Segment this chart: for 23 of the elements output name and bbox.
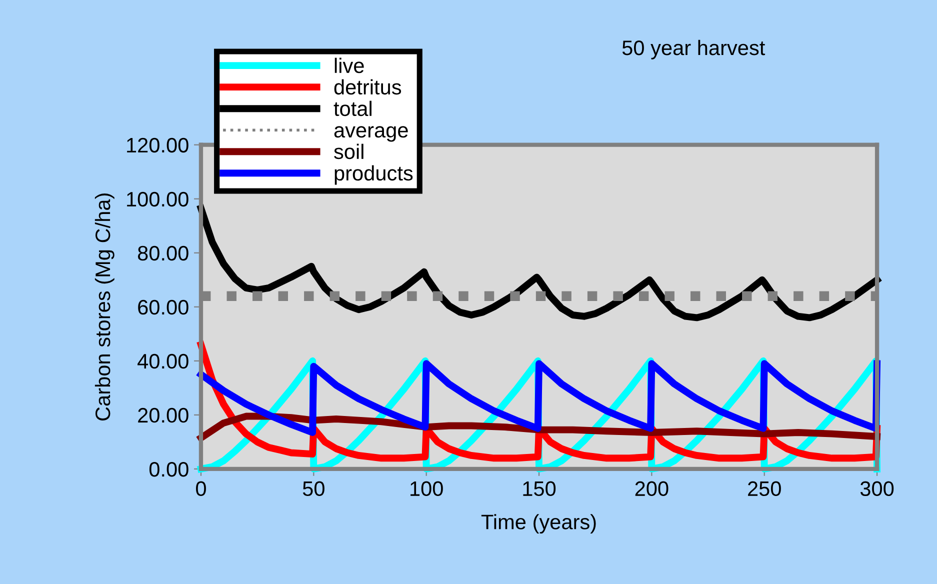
legend-label: average <box>334 126 408 142</box>
x-tick-label: 200 <box>635 481 668 496</box>
legend-label: products <box>334 165 413 185</box>
x-tick-label: 150 <box>523 481 556 496</box>
x-tick-label: 250 <box>748 481 781 496</box>
legend-label: detritus <box>334 79 402 95</box>
y-tick-label: 100.00 <box>127 192 188 207</box>
legend-label: soil <box>334 144 364 160</box>
x-axis-title: Time (years) <box>481 514 596 534</box>
x-tick-label: 300 <box>860 481 894 496</box>
legend-label: total <box>334 100 372 116</box>
legend-label: live <box>334 58 364 74</box>
y-tick-label: 20.00 <box>138 408 188 423</box>
x-tick-label: 100 <box>410 481 443 496</box>
chart-title: 50 year harvest <box>622 40 766 60</box>
y-axis-title: Carbon stores (Mg C/ha) <box>94 194 114 420</box>
y-tick-label: 120.00 <box>127 138 188 153</box>
y-tick-label: 60.00 <box>138 300 188 315</box>
y-tick-label: 40.00 <box>138 354 188 369</box>
y-tick-label: 80.00 <box>138 246 188 261</box>
y-tick-label: 0.00 <box>149 462 188 477</box>
x-tick-label: 50 <box>302 481 324 496</box>
x-tick-label: 0 <box>196 481 206 496</box>
